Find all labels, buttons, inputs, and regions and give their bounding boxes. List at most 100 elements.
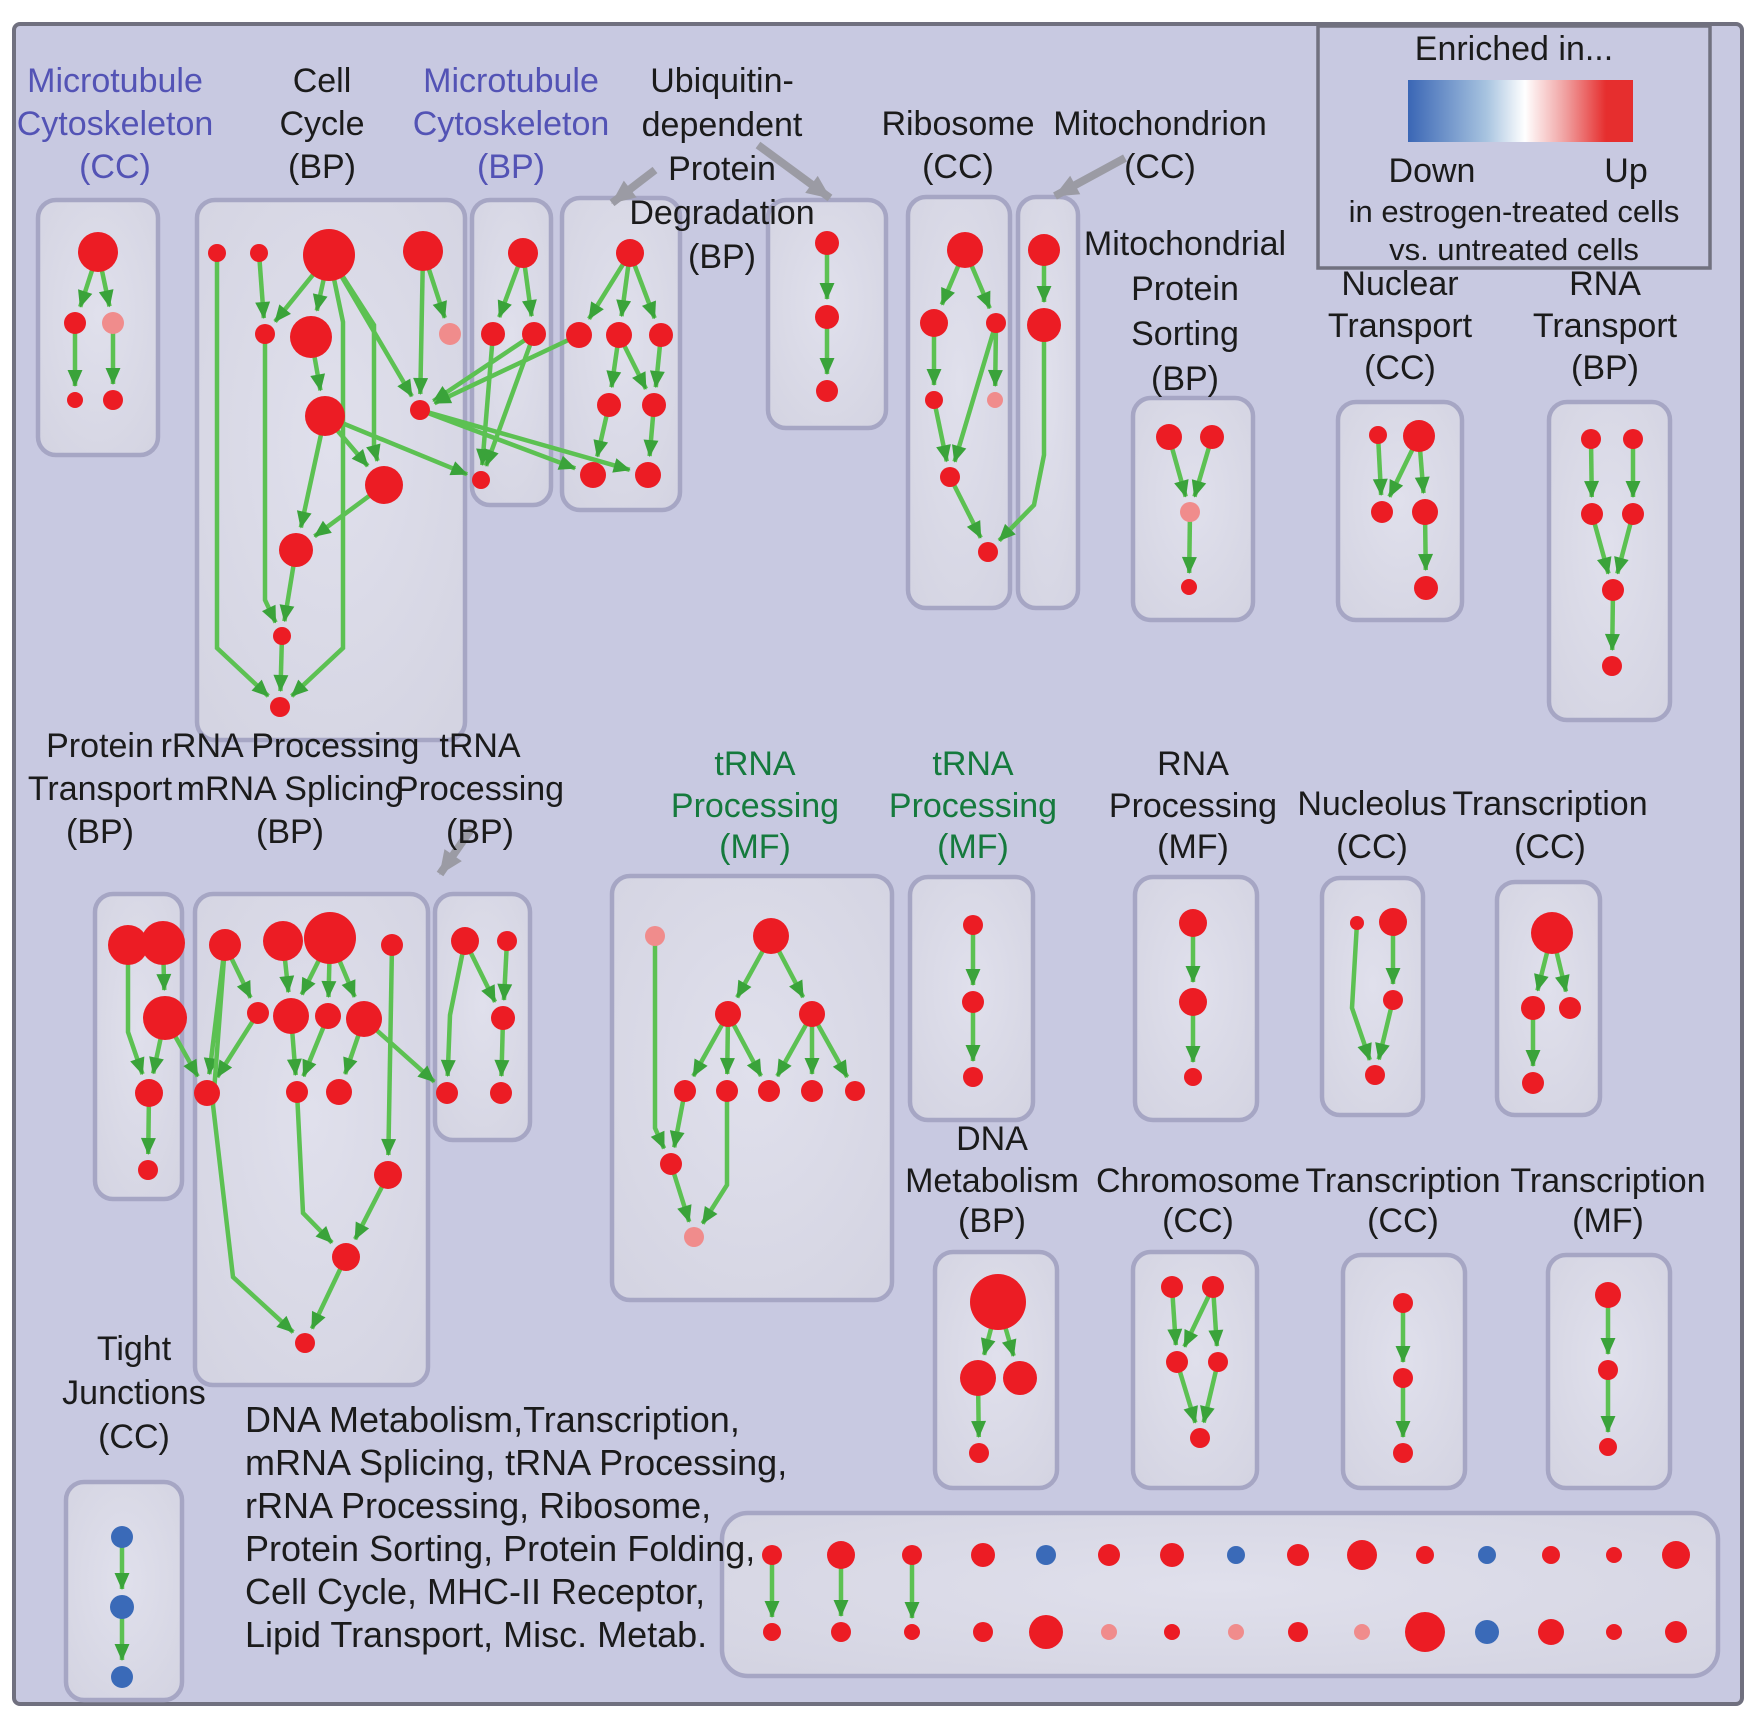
trna-bp-arrow (436, 825, 476, 877)
go-term-node-misc-strip-c7b (1164, 1624, 1180, 1640)
go-term-node-cell-cycle-bp-k (279, 533, 313, 567)
cluster-label-microtubule-cytoskeleton-cc: Microtubule Cytoskeleton (CC) (17, 62, 214, 186)
go-term-node-cell-cycle-bp-l (273, 627, 291, 645)
go-term-node-microtubule-cytoskeleton-cc-mr (102, 312, 124, 334)
edge-ribosome-cc (947, 475, 983, 539)
go-term-node-trna-processing-mf-1-bp (684, 1227, 704, 1247)
go-term-node-rrna-processing-mrna-splicing-bp-m4 (346, 1001, 382, 1037)
cluster-box-microtubule-cytoskeleton-cc (35, 197, 161, 458)
go-term-node-trna-processing-mf-1-m1 (715, 1001, 741, 1027)
legend-box (1316, 24, 1712, 270)
go-term-node-misc-strip-c5b (1029, 1615, 1063, 1649)
go-term-node-misc-strip-c8b (1228, 1624, 1244, 1640)
edge-cell-cycle-bp (261, 334, 278, 624)
legend-up-label: Up (1604, 152, 1647, 190)
go-term-node-rrna-processing-mrna-splicing-bp-z (295, 1333, 315, 1353)
go-term-node-microtubule-cytoskeleton-bp-b (472, 471, 490, 489)
cluster-label-trna-processing-mf-2: tRNA Processing (MF) (889, 745, 1057, 866)
go-term-node-rna-transport-bp-tr (1623, 429, 1643, 449)
go-term-node-misc-strip-c11b (1405, 1612, 1445, 1652)
go-term-node-misc-strip-c12t (1478, 1546, 1496, 1564)
go-term-node-cell-cycle-bp-m (270, 697, 290, 717)
cluster-box-tight-junctions-cc (63, 1479, 185, 1703)
go-term-node-chromosome-cc-tl (1161, 1276, 1183, 1298)
cluster-label-transcription-cc-bottom: Transcription (CC) (1305, 1162, 1500, 1240)
go-term-node-transcription-cc-top-t (1531, 912, 1573, 954)
go-term-node-rrna-processing-mrna-splicing-bp-m1 (247, 1002, 269, 1024)
go-term-node-nuclear-transport-cc-ml (1371, 501, 1393, 523)
cluster-box-dna-metabolism-bp (932, 1249, 1060, 1491)
go-term-node-nucleolus-cc-bg (1379, 908, 1407, 936)
misc-categories-text: DNA Metabolism,Transcription, mRNA Splici… (245, 1399, 787, 1655)
go-term-node-trna-processing-mf-1-lo (660, 1153, 682, 1175)
go-term-node-protein-transport-bp-a (108, 925, 148, 965)
go-term-node-trna-processing-mf-1-p1 (645, 926, 665, 946)
edge-trna-processing-mf-1 (650, 936, 667, 1150)
go-term-node-cell-cycle-bp-a (208, 244, 226, 262)
edge-trna-processing-bp (440, 940, 468, 1078)
go-term-node-tight-junctions-cc-n1 (111, 1526, 133, 1548)
go-term-node-protein-transport-bp-d (135, 1079, 163, 1107)
go-term-node-transcription-cc-top-mr (1559, 997, 1581, 1019)
go-term-node-ubiquitin-degradation-box1-t2 (642, 393, 666, 417)
go-term-node-chromosome-cc-mr (1208, 1352, 1228, 1372)
go-term-node-cell-cycle-bp-j (365, 466, 403, 504)
go-term-node-tight-junctions-cc-n2 (110, 1595, 134, 1619)
go-term-node-misc-strip-c13t (1542, 1546, 1560, 1564)
go-term-node-chromosome-cc-b (1190, 1428, 1210, 1448)
go-term-node-trna-processing-mf-1-r2 (716, 1080, 738, 1102)
go-term-node-misc-strip-c13b (1538, 1619, 1564, 1645)
go-term-node-misc-strip-c6t (1098, 1544, 1120, 1566)
cluster-label-transcription-mf: Transcription (MF) (1510, 1162, 1705, 1240)
edge-cell-cycle-bp (290, 254, 346, 698)
go-term-node-transcription-cc-top-b (1522, 1072, 1544, 1094)
go-term-node-misc-strip-c9t (1287, 1544, 1309, 1566)
go-term-node-trna-processing-mf-1-m2 (799, 1001, 825, 1027)
go-term-node-ribosome-cc-t (947, 232, 983, 268)
go-term-node-dna-metabolism-bp-mr (1003, 1361, 1037, 1395)
cluster-label-rna-processing-mf: RNA Processing (MF) (1109, 745, 1277, 866)
go-term-node-ubiquitin-degradation-box1-v (635, 462, 661, 488)
edge-rrna-processing-mrna-splicing-bp (215, 1011, 260, 1079)
go-term-node-misc-strip-c12b (1475, 1620, 1499, 1644)
go-term-node-misc-strip-c15b (1665, 1621, 1687, 1643)
cross-edge (997, 325, 1047, 543)
cluster-box-misc-strip (719, 1510, 1721, 1679)
go-term-node-transcription-mf-n2 (1598, 1360, 1618, 1380)
go-term-node-rna-transport-bp-ml (1581, 503, 1603, 525)
cluster-label-trna-processing-mf-1: tRNA Processing (MF) (671, 745, 839, 866)
go-term-node-nuclear-transport-cc-mr (1412, 499, 1438, 525)
go-term-node-trna-processing-mf-1-r3 (758, 1080, 780, 1102)
go-term-node-cell-cycle-bp-i (410, 400, 430, 420)
go-term-node-rrna-processing-mrna-splicing-bp-t3 (304, 912, 356, 964)
go-term-node-transcription-cc-bottom-n2 (1393, 1368, 1413, 1388)
go-term-node-cell-cycle-bp-c (303, 229, 355, 281)
legend-subtitle-2: vs. untreated cells (1389, 232, 1639, 267)
cluster-label-microtubule-cytoskeleton-bp: Microtubule Cytoskeleton (BP) (413, 62, 610, 186)
go-term-node-protein-transport-bp-e2 (138, 1160, 158, 1180)
cluster-label-ubiquitin-degradation-bp-label: Ubiquitin-dependent Protein Degradation (BP… (629, 62, 814, 276)
go-term-node-misc-strip-c1t (762, 1545, 782, 1565)
go-term-node-trna-processing-bp-tr (497, 931, 517, 951)
go-term-node-transcription-cc-top-ml (1521, 996, 1545, 1020)
go-term-node-misc-strip-c3b (904, 1624, 920, 1640)
edge-cell-cycle-bp (327, 253, 381, 462)
go-term-node-microtubule-cytoskeleton-cc-t (78, 232, 118, 272)
edge-cell-cycle-bp (273, 635, 289, 693)
go-term-node-chromosome-cc-ml (1166, 1351, 1188, 1373)
go-term-node-cell-cycle-bp-f (290, 316, 332, 358)
labels-layer: Microtubule Cytoskeleton (CC) Cell Cycle (BP)… (17, 62, 1706, 1655)
cluster-label-nucleolus-cc: Nucleolus (CC) (1297, 785, 1446, 866)
edge-cell-cycle-bp (255, 252, 271, 320)
go-term-node-cell-cycle-bp-h (305, 396, 345, 436)
go-term-node-mitochondrial-protein-sorting-bp-tl (1156, 424, 1182, 450)
go-term-node-dna-metabolism-bp-ml (960, 1360, 996, 1396)
go-term-node-trna-processing-bp-mm (491, 1006, 515, 1030)
go-term-node-trna-processing-mf-2-n3 (963, 1067, 983, 1087)
go-term-node-dna-metabolism-bp-t (970, 1274, 1026, 1330)
go-term-node-mitochondrion-cc-mm (1027, 308, 1061, 342)
go-term-node-rrna-processing-mrna-splicing-bp-n3 (326, 1079, 352, 1105)
go-term-node-microtubule-cytoskeleton-cc-ml (64, 312, 86, 334)
go-term-node-ubiquitin-degradation-box1-p (566, 322, 592, 348)
edge-chromosome-cc (1200, 1361, 1221, 1424)
